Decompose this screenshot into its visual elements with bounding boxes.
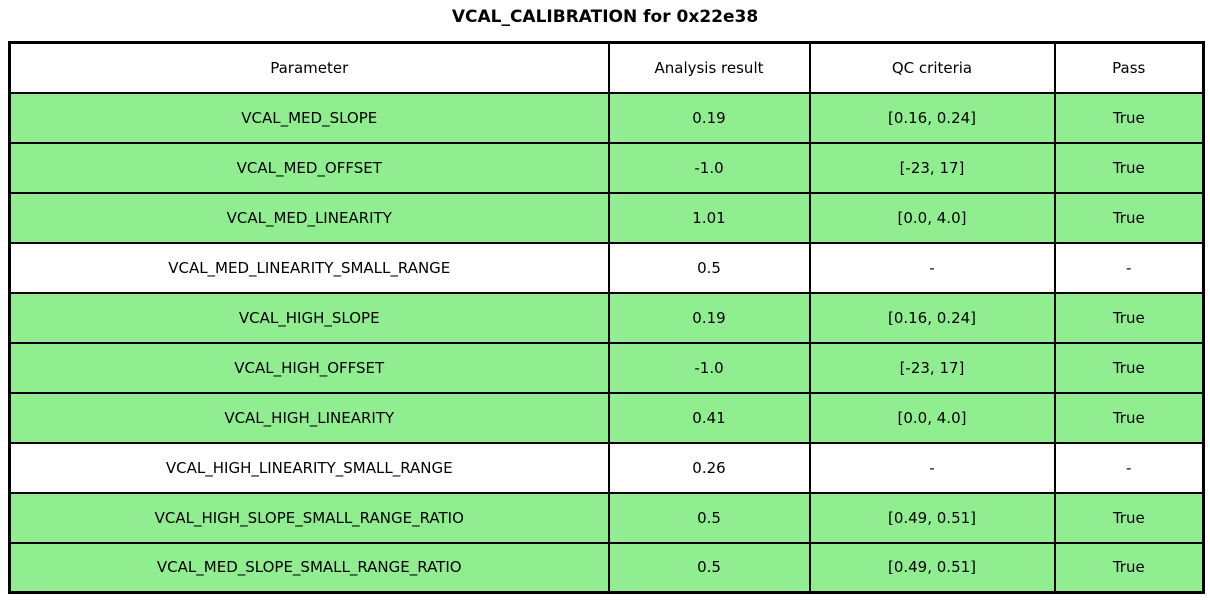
table-row: VCAL_HIGH_SLOPE 0.19 [0.16, 0.24] True (8, 291, 1205, 344)
table-header-row: Parameter Analysis result QC criteria Pass (8, 41, 1205, 94)
table-cell: VCAL_MED_SLOPE_SMALL_RANGE_RATIO (8, 541, 610, 594)
table-cell: [0.16, 0.24] (808, 91, 1056, 144)
header-cell: Pass (1053, 41, 1205, 94)
table-row: VCAL_MED_SLOPE_SMALL_RANGE_RATIO 0.5 [0.49… (8, 541, 1205, 594)
table-cell: [0.0, 4.0] (808, 391, 1056, 444)
table-cell: VCAL_MED_LINEARITY_SMALL_RANGE (8, 241, 610, 294)
table-cell: 0.5 (607, 241, 811, 294)
table-cell: 0.26 (607, 441, 811, 494)
table-cell: 0.19 (607, 291, 811, 344)
table-cell: - (1053, 441, 1205, 494)
table-cell: VCAL_MED_SLOPE (8, 91, 610, 144)
table-cell: VCAL_HIGH_LINEARITY (8, 391, 610, 444)
table-cell: VCAL_MED_OFFSET (8, 141, 610, 194)
table-cell: VCAL_HIGH_LINEARITY_SMALL_RANGE (8, 441, 610, 494)
table-cell: - (808, 441, 1056, 494)
table-row: VCAL_MED_LINEARITY_SMALL_RANGE 0.5- - (8, 241, 1205, 294)
table-row: VCAL_MED_OFFSET -1.0 [-23, 17] True (8, 141, 1205, 194)
header-cell: QC criteria (808, 41, 1056, 94)
table-cell: VCAL_HIGH_SLOPE (8, 291, 610, 344)
table-cell: 0.5 (607, 491, 811, 544)
table-cell: - (1053, 241, 1205, 294)
table-cell: True (1053, 291, 1205, 344)
header-cell: Analysis result (607, 41, 811, 94)
table-cell: [-23, 17] (808, 341, 1056, 394)
qc-results-table: Parameter Analysis result QC criteria Pass … (8, 41, 1205, 594)
table-cell: [0.16, 0.24] (808, 291, 1056, 344)
table-cell: 0.19 (607, 91, 811, 144)
table-cell: [0.49, 0.51] (808, 541, 1056, 594)
table-row: VCAL_MED_SLOPE 0.19 [0.16, 0.24] True (8, 91, 1205, 144)
table-cell: [0.49, 0.51] (808, 491, 1056, 544)
table-cell: True (1053, 191, 1205, 244)
table-cell: True (1053, 541, 1205, 594)
table-cell: True (1053, 141, 1205, 194)
table-cell: VCAL_HIGH_OFFSET (8, 341, 610, 394)
table-row: VCAL_HIGH_LINEARITY_SMALL_RANGE 0.26- - (8, 441, 1205, 494)
table-cell: - (808, 241, 1056, 294)
table-cell: True (1053, 391, 1205, 444)
table-cell: True (1053, 91, 1205, 144)
table-row: VCAL_HIGH_OFFSET -1.0 [-23, 17] True (8, 341, 1205, 394)
table-cell: [-23, 17] (808, 141, 1056, 194)
table-cell: -1.0 (607, 341, 811, 394)
table-row: VCAL_HIGH_LINEARITY 0.41 [0.0, 4.0] True (8, 391, 1205, 444)
table-cell: VCAL_MED_LINEARITY (8, 191, 610, 244)
table-cell: True (1053, 491, 1205, 544)
table-cell: 0.5 (607, 541, 811, 594)
table-cell: 1.01 (607, 191, 811, 244)
figure-title: VCAL_CALIBRATION for 0x22e38 (451, 7, 759, 27)
table-row: VCAL_HIGH_SLOPE_SMALL_RANGE_RATIO 0.5 [0.4… (8, 491, 1205, 544)
table-cell: True (1053, 341, 1205, 394)
table-cell: 0.41 (607, 391, 811, 444)
table-cell: VCAL_HIGH_SLOPE_SMALL_RANGE_RATIO (8, 491, 610, 544)
table-row: VCAL_MED_LINEARITY 1.01 [0.0, 4.0] True (8, 191, 1205, 244)
header-cell: Parameter (8, 41, 610, 94)
table-cell: -1.0 (607, 141, 811, 194)
table-cell: [0.0, 4.0] (808, 191, 1056, 244)
